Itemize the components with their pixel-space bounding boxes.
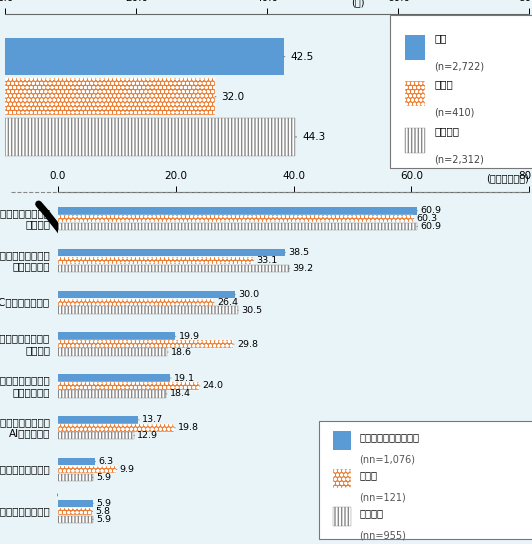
Bar bbox=[57, 424, 174, 431]
Text: 中小企業: 中小企業 bbox=[359, 508, 383, 518]
Text: (％): (％) bbox=[351, 0, 364, 7]
Text: 42.5: 42.5 bbox=[284, 52, 313, 61]
Bar bbox=[57, 516, 93, 523]
Bar bbox=[57, 466, 116, 473]
Text: (複数回答、％): (複数回答、％) bbox=[486, 173, 529, 183]
FancyBboxPatch shape bbox=[332, 508, 351, 527]
Bar bbox=[57, 215, 413, 222]
Bar bbox=[57, 332, 175, 340]
Bar bbox=[57, 207, 417, 214]
Bar bbox=[57, 390, 166, 398]
Bar bbox=[57, 416, 138, 424]
Bar bbox=[57, 299, 213, 306]
Text: 19.9: 19.9 bbox=[175, 332, 200, 341]
Text: 32.0: 32.0 bbox=[215, 92, 245, 102]
Text: 26.4: 26.4 bbox=[213, 298, 238, 307]
Text: 29.8: 29.8 bbox=[234, 339, 258, 349]
Bar bbox=[57, 348, 168, 356]
Bar bbox=[57, 306, 237, 314]
FancyArrowPatch shape bbox=[39, 204, 108, 495]
FancyBboxPatch shape bbox=[332, 469, 351, 489]
Text: 6.3: 6.3 bbox=[95, 457, 113, 466]
Text: 30.5: 30.5 bbox=[237, 306, 262, 315]
Bar bbox=[5, 78, 215, 115]
Text: 販売戦略を見直す全体: 販売戦略を見直す全体 bbox=[359, 432, 419, 442]
FancyBboxPatch shape bbox=[405, 35, 425, 60]
Bar bbox=[57, 508, 92, 515]
Text: 19.8: 19.8 bbox=[174, 423, 199, 432]
Bar bbox=[57, 249, 285, 256]
Text: 5.8: 5.8 bbox=[92, 507, 111, 516]
Text: 44.3: 44.3 bbox=[295, 132, 325, 142]
Text: 5.9: 5.9 bbox=[93, 515, 111, 524]
Text: 中小企業: 中小企業 bbox=[435, 126, 460, 136]
Text: 39.2: 39.2 bbox=[289, 264, 313, 273]
Text: 5.9: 5.9 bbox=[93, 499, 111, 508]
Bar bbox=[57, 458, 95, 466]
Text: 19.1: 19.1 bbox=[170, 374, 195, 382]
Bar bbox=[57, 257, 253, 264]
FancyBboxPatch shape bbox=[320, 421, 532, 539]
Text: 24.0: 24.0 bbox=[199, 381, 224, 391]
FancyBboxPatch shape bbox=[332, 431, 351, 450]
FancyBboxPatch shape bbox=[390, 15, 532, 168]
Bar bbox=[57, 374, 170, 382]
Bar bbox=[57, 382, 199, 390]
Text: (n=410): (n=410) bbox=[435, 107, 475, 117]
Bar bbox=[57, 223, 417, 230]
Bar bbox=[5, 38, 284, 75]
Text: 60.3: 60.3 bbox=[413, 214, 438, 223]
Bar bbox=[57, 341, 234, 348]
Text: 18.4: 18.4 bbox=[166, 390, 191, 398]
Text: 大企業: 大企業 bbox=[359, 470, 377, 480]
Text: (nn=1,076): (nn=1,076) bbox=[359, 454, 415, 464]
Text: 大企業: 大企業 bbox=[435, 79, 453, 89]
Text: 13.7: 13.7 bbox=[138, 416, 163, 424]
Text: (nn=955): (nn=955) bbox=[359, 530, 406, 541]
Text: 38.5: 38.5 bbox=[285, 248, 309, 257]
FancyBboxPatch shape bbox=[405, 128, 425, 153]
Bar bbox=[57, 265, 289, 272]
Text: 60.9: 60.9 bbox=[417, 206, 441, 215]
Text: 全体: 全体 bbox=[435, 33, 447, 43]
Text: (nn=121): (nn=121) bbox=[359, 492, 406, 503]
FancyBboxPatch shape bbox=[405, 81, 425, 106]
Text: 33.1: 33.1 bbox=[253, 256, 278, 265]
Bar bbox=[57, 474, 93, 481]
Bar bbox=[57, 432, 134, 440]
Text: 12.9: 12.9 bbox=[134, 431, 159, 440]
Bar bbox=[57, 500, 93, 507]
Bar bbox=[5, 118, 295, 156]
Text: 5.9: 5.9 bbox=[93, 473, 111, 482]
Text: 30.0: 30.0 bbox=[235, 290, 259, 299]
Text: (n=2,312): (n=2,312) bbox=[435, 154, 484, 164]
Bar bbox=[57, 290, 235, 298]
Text: 9.9: 9.9 bbox=[116, 465, 135, 474]
Text: 18.6: 18.6 bbox=[168, 348, 192, 356]
Text: 60.9: 60.9 bbox=[417, 222, 441, 231]
Text: (n=2,722): (n=2,722) bbox=[435, 61, 485, 71]
